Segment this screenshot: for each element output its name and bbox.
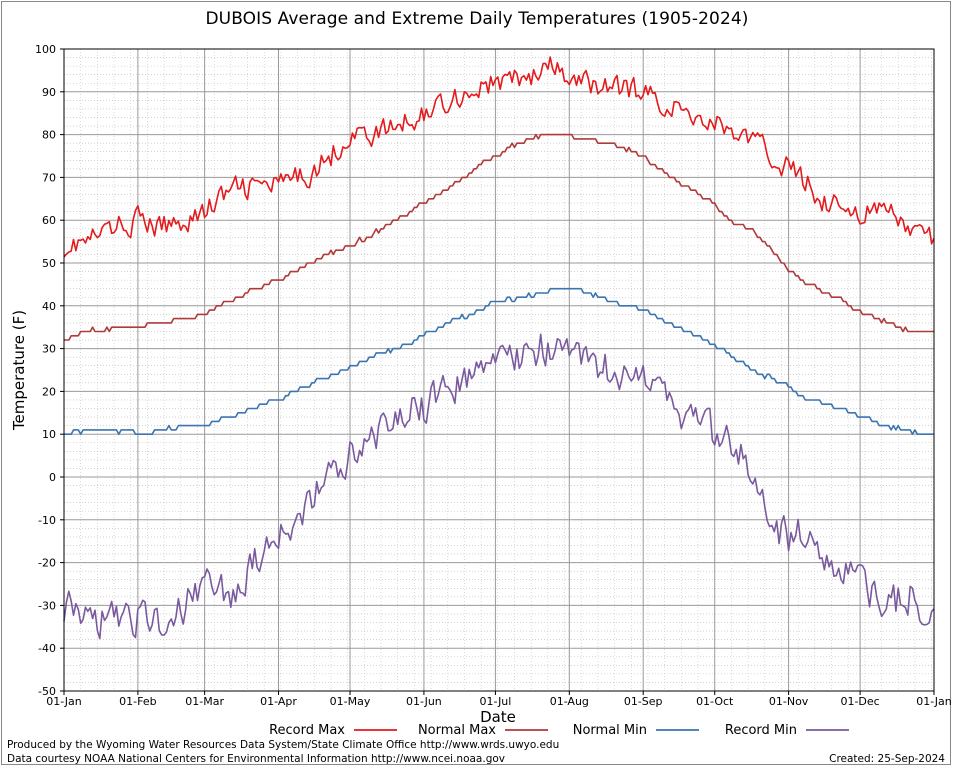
y-tick-label: -40 <box>38 642 56 655</box>
y-tick-label: 0 <box>49 471 56 484</box>
y-tick-label: -50 <box>38 685 56 698</box>
x-tick-label: 01-Sep <box>624 695 663 708</box>
y-tick-label: 50 <box>42 257 56 270</box>
series-line-record-min <box>63 333 935 640</box>
x-tick-label: 01-Jan <box>916 695 952 708</box>
x-tick-label: 01-Oct <box>696 695 734 708</box>
y-tick-label: 70 <box>42 171 56 184</box>
y-tick-label: 20 <box>42 385 56 398</box>
x-tick-label: 01-Jan <box>46 695 82 708</box>
x-tick-labels: 01-Jan 01-Feb 01-Mar 01-Apr 01-May 01-Jun 01-J… <box>46 695 952 708</box>
x-axis-label: Date <box>480 708 516 726</box>
x-tick-label: 01-Jun <box>406 695 442 708</box>
y-tick-label: 90 <box>42 86 56 99</box>
y-tick-label: 10 <box>42 428 56 441</box>
x-tick-label: 01-Nov <box>769 695 809 708</box>
y-tick-label: 60 <box>42 214 56 227</box>
data-courtesy-credit: Data courtesy NOAA National Centers for … <box>7 753 506 765</box>
x-tick-label: 01-Feb <box>119 695 156 708</box>
tick-marks <box>60 48 935 695</box>
y-tick-label: 80 <box>42 129 56 142</box>
y-tick-label: -30 <box>38 599 56 612</box>
series-line-normal-min <box>64 287 934 436</box>
produced-by-credit: Produced by the Wyoming Water Resources … <box>7 739 560 751</box>
plot-border <box>63 48 935 692</box>
y-tick-label: 100 <box>35 43 56 56</box>
legend-label-normal-max: Normal Max <box>418 723 496 738</box>
minor-grid <box>63 49 934 691</box>
y-tick-label: 40 <box>42 300 56 313</box>
legend-label-record-min: Record Min <box>725 723 797 738</box>
series-layer <box>63 56 935 640</box>
created-date: Created: 25-Sep-2024 <box>829 753 945 765</box>
y-tick-label: -10 <box>38 514 56 527</box>
series-line-normal-max <box>64 133 934 341</box>
x-tick-label: 01-Apr <box>260 695 297 708</box>
series-line-record-max <box>63 56 935 258</box>
x-tick-label: 01-May <box>330 695 371 708</box>
x-tick-label: 01-Aug <box>550 695 589 708</box>
y-tick-label: -20 <box>38 557 56 570</box>
y-axis-label: Temperature (F) <box>10 310 28 431</box>
y-tick-label: 30 <box>42 343 56 356</box>
x-tick-label: 01-Jul <box>479 695 511 708</box>
x-tick-label: 01-Mar <box>185 695 224 708</box>
legend: Record Max Normal Max Normal Min Record Min <box>269 723 849 738</box>
x-tick-label: 01-Dec <box>840 695 879 708</box>
chart-title: DUBOIS Average and Extreme Daily Tempera… <box>205 9 749 29</box>
legend-label-record-max: Record Max <box>269 723 345 738</box>
major-grid <box>64 49 934 691</box>
legend-label-normal-min: Normal Min <box>573 723 647 738</box>
